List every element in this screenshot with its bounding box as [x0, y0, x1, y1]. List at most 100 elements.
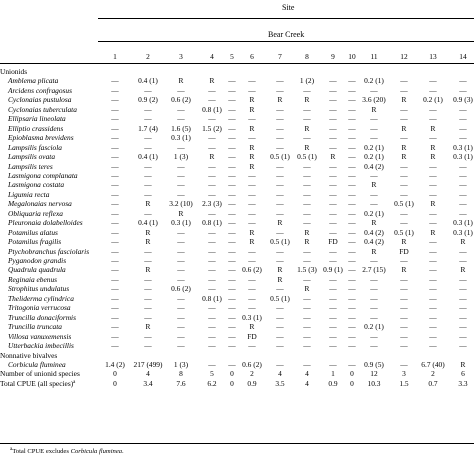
table-cell: — [400, 312, 408, 322]
table-cell: R [304, 123, 310, 133]
table-cell: — [276, 303, 284, 313]
table-cell: — [177, 237, 185, 247]
table-cell: — [228, 312, 236, 322]
table-cell: — [400, 218, 408, 228]
table-cell: — [348, 359, 356, 369]
table-cell: — [329, 142, 337, 152]
table-cell: — [329, 189, 337, 199]
table-cell: — [228, 265, 236, 275]
table-cell: — [303, 312, 311, 322]
table-cell: — [228, 341, 236, 351]
site-header: Site [282, 3, 295, 12]
species-name: Villosa vanuxemensis [8, 332, 71, 341]
table-cell: — [248, 76, 256, 86]
table-cell: R [145, 227, 151, 237]
table-cell: — [429, 312, 437, 322]
table-cell: — [144, 246, 152, 256]
table-cell: R [209, 76, 215, 86]
table-cell: — [459, 312, 467, 322]
table-cell: R [209, 152, 215, 162]
table-cell: 0.5 (1) [270, 152, 290, 162]
row-label: Ptychobranchus fasciolaris [8, 246, 90, 256]
table-cell: 0.3 (1) [171, 133, 191, 143]
table-cell: — [400, 76, 408, 86]
table-cell: — [459, 76, 467, 86]
table-cell: 8 [179, 369, 183, 379]
bottom-rule [0, 443, 474, 444]
table-cell: 0 [113, 369, 117, 379]
table-cell: — [228, 161, 236, 171]
table-cell: — [144, 284, 152, 294]
table-cell: — [370, 133, 378, 143]
table-cell: — [303, 199, 311, 209]
table-cell: — [400, 85, 408, 95]
table-cell: — [111, 274, 119, 284]
table-cell: — [348, 237, 356, 247]
table-cell: — [370, 293, 378, 303]
table-cell: 0.6 (2) [171, 95, 191, 105]
table-cell: — [276, 331, 284, 341]
table-cell: — [329, 180, 337, 190]
table-cell: — [370, 341, 378, 351]
table-cell: 0.9 (2) [138, 95, 158, 105]
table-cell: R [401, 142, 407, 152]
row-label: Lasmigona costata [8, 180, 65, 190]
table-cell: — [208, 170, 216, 180]
row-label: Obliquaria reflexa [8, 208, 63, 218]
creek-rule [98, 41, 474, 42]
table-cell: — [429, 341, 437, 351]
table-cell: — [228, 133, 236, 143]
table-cell: 3 [402, 369, 406, 379]
row-label: Reginaia ebenus [8, 274, 58, 284]
table-cell: — [348, 180, 356, 190]
table-cell: — [111, 104, 119, 114]
table-cell: — [248, 218, 256, 228]
table-cell: — [429, 114, 437, 124]
table-cell: — [329, 85, 337, 95]
table-cell: R [430, 152, 436, 162]
column-number: 7 [278, 52, 282, 61]
table-cell: — [228, 218, 236, 228]
table-cell: 0 [350, 369, 354, 379]
table-cell: — [303, 208, 311, 218]
table-cell: R [460, 237, 466, 247]
table-cell: 2.3 (3) [202, 199, 222, 209]
table-cell: — [144, 142, 152, 152]
table-cell: — [208, 180, 216, 190]
table-cell: — [348, 284, 356, 294]
table-cell: — [144, 341, 152, 351]
summary-label: Number of unionid species [0, 369, 80, 378]
table-cell: R [430, 227, 436, 237]
table-cell: — [459, 274, 467, 284]
table-cell: — [144, 274, 152, 284]
table-cell: — [370, 199, 378, 209]
table-cell: — [111, 152, 119, 162]
table-cell: — [459, 208, 467, 218]
table-cell: — [208, 303, 216, 313]
table-cell: 1 (2) [299, 76, 315, 86]
table-cell: — [400, 161, 408, 171]
table-cell: 0.2 (1) [364, 152, 384, 162]
table-cell: — [208, 274, 216, 284]
footnote-end: . [122, 448, 124, 455]
table-cell: — [348, 227, 356, 237]
table-cell: — [459, 341, 467, 351]
table-cell: R [145, 199, 151, 209]
table-cell: — [370, 189, 378, 199]
table-cell: — [429, 322, 437, 332]
table-cell: — [208, 189, 216, 199]
table-cell: — [303, 170, 311, 180]
table-cell: — [276, 76, 284, 86]
table-cell: — [228, 142, 236, 152]
table-cell: — [459, 85, 467, 95]
species-name: Cyclonaias tuberculata [8, 105, 77, 114]
site-rule [98, 18, 474, 19]
table-cell: — [459, 322, 467, 332]
table-cell: — [329, 246, 337, 256]
table-cell: R [460, 359, 466, 369]
row-label: Megalonaias nervosa [8, 199, 72, 209]
table-cell: — [111, 114, 119, 124]
table-cell: — [144, 208, 152, 218]
table-cell: 0.7 [428, 378, 438, 388]
table-cell: — [208, 284, 216, 294]
